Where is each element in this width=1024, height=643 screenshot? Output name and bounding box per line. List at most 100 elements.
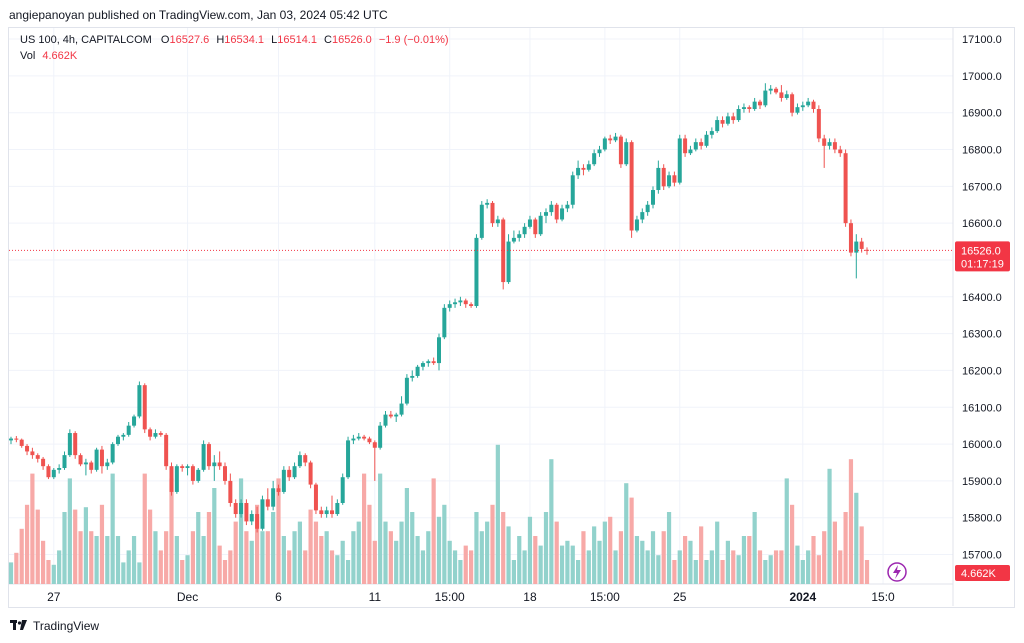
volume-tag-value: 4.662K [961,568,997,580]
volume-bar [618,531,623,584]
candle-body [768,88,773,91]
change-value: −1.9 (−0.01%) [378,34,449,46]
candle-body [859,241,864,249]
candle-body [656,167,661,191]
volume-bar [666,512,672,584]
volume-bar [501,512,506,584]
volume-bar [608,516,613,584]
volume-bar [693,560,698,584]
volume-bar [709,550,714,584]
candle-body [640,212,645,220]
candle-body [14,438,19,440]
candle-body [57,468,62,470]
last-price-tag [955,241,1010,272]
price-axis: 15700.0 15800.0 15900.0 16000.0 16100.0 16200… [962,34,1002,561]
candle-body [362,436,367,439]
open-label: O [160,34,170,46]
candle-body [629,142,634,231]
open-value: 16527.6 [169,34,210,46]
candle-body [843,153,848,224]
volume-bar [51,564,56,584]
volume-bar [517,536,522,584]
candle-body [62,455,67,469]
candle-body [779,92,784,98]
footer-brand: TradingView [33,619,100,633]
candle-body [19,439,24,446]
volume-bar [180,560,185,584]
candle-body [699,142,704,146]
volume-bar [99,504,105,584]
candle-body [511,237,516,242]
y-tick-label: 15900.0 [962,476,1002,488]
volume-bar [41,540,46,584]
volume-bar [110,473,115,584]
volume-bar [228,550,233,584]
volume-bar [543,512,549,584]
volume-bar [345,560,351,584]
countdown-value: 01:17:19 [961,258,1004,270]
volume-bar [683,536,688,584]
candle-body [485,202,490,205]
volume-bar [164,531,169,584]
candle-body [506,241,511,283]
candle-body [132,416,137,426]
volume-bar [624,483,629,584]
candle-body [212,462,217,467]
candle-body [223,466,227,481]
volume-bar [688,540,693,584]
candle-body [346,440,351,478]
volume-bar [773,550,779,584]
candle-body [255,514,260,529]
candle-body [704,134,709,146]
volume-bar [169,478,174,584]
volume-bar [522,550,527,584]
candle-body [538,215,543,235]
volume-bar [233,521,238,584]
volume-bar [538,545,543,584]
volume-bar [271,512,276,584]
volume-bar [576,560,581,584]
volume-bar [276,478,281,584]
volume-bar [790,504,795,584]
volume-bar [800,560,805,584]
y-tick-label: 17000.0 [962,71,1002,83]
candle-body [185,466,190,469]
volume-bar [105,536,110,584]
volume-bar [554,521,559,584]
volume-bar [597,540,602,584]
candle-body [651,190,655,205]
candlesticks [9,83,953,533]
candle-body [479,204,484,238]
volume-bar [14,552,19,584]
volume-bar [436,516,442,584]
x-tick-label: 27 [47,590,61,604]
volume-bar [137,562,142,584]
price-tags: 16526.001:17:19 4.662K [887,241,1010,582]
close-label: C [324,34,332,46]
x-tick-label: 18 [523,590,537,604]
candle-body [51,469,56,478]
volume-bar [372,540,377,584]
volume-bar [832,521,837,584]
candle-body [351,438,356,441]
volume-bar [490,504,495,584]
candle-body [645,204,650,213]
candle-body [378,425,383,448]
volume-bar [672,560,677,584]
footer[interactable]: TradingView [10,619,99,633]
volume-bar [335,555,340,584]
candle-body [121,434,126,437]
candle-body [30,451,35,456]
candle-body [474,237,479,306]
volume-bar [67,478,72,584]
candle-body [89,462,94,470]
candle-body [560,208,565,220]
volume-bar [287,550,292,584]
volume-bar [838,550,843,584]
candle-body [383,414,388,426]
candle-body [586,164,591,170]
candle-body [281,469,286,492]
candle-body [105,462,110,467]
candle-body [522,226,527,235]
